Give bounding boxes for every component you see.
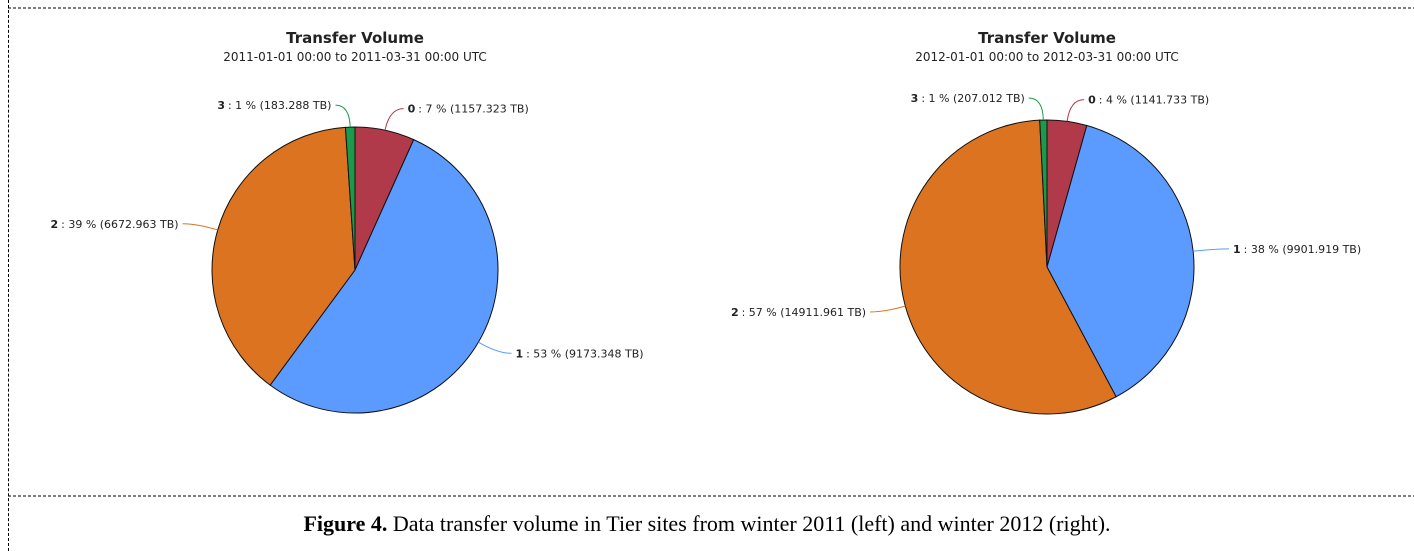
- leader-line: [182, 223, 218, 231]
- leader-line: [1193, 248, 1230, 252]
- chart-title: Transfer Volume: [286, 29, 424, 47]
- slice-name: 3: [217, 99, 225, 112]
- slice-value: : 4 % (1141.733 TB): [1099, 94, 1209, 107]
- slice-label: 1: 38 % (9901.919 TB): [1233, 243, 1361, 256]
- slice-name: 1: [1233, 243, 1241, 256]
- chart-subtitle: 2012-01-01 00:00 to 2012-03-31 00:00 UTC: [915, 50, 1179, 64]
- caption-label: Figure 4.: [303, 511, 388, 536]
- slice-value: : 53 % (9173.348 TB): [526, 347, 643, 360]
- slice-value: : 7 % (1157.323 TB): [418, 103, 528, 116]
- leader-line: [1066, 99, 1085, 122]
- slice-label: 3: 1 % (183.288 TB): [217, 99, 331, 112]
- slice-name: 2: [731, 306, 739, 319]
- leader-line: [1028, 97, 1044, 121]
- slice-value: : 38 % (9901.919 TB): [1244, 243, 1361, 256]
- slice-name: 1: [515, 347, 523, 360]
- caption: Figure 4. Data transfer volume in Tier s…: [0, 511, 1414, 537]
- slice-value: : 1 % (207.012 TB): [921, 92, 1024, 105]
- pie-slice: [1046, 124, 1195, 398]
- pie-slice: [269, 138, 499, 414]
- slice-value: : 57 % (14911.961 TB): [742, 306, 866, 319]
- pie-slice: [899, 119, 1117, 415]
- slice-label: 0: 4 % (1141.733 TB): [1088, 94, 1209, 107]
- caption-text: Data transfer volume in Tier sites from …: [392, 511, 1111, 536]
- leader-line: [335, 104, 351, 128]
- slice-value: : 1 % (183.288 TB): [228, 99, 331, 112]
- pie-slice: [344, 126, 356, 271]
- slice-label: 0: 7 % (1157.323 TB): [408, 103, 529, 116]
- leader-line: [384, 108, 404, 131]
- chart-title: Transfer Volume: [978, 29, 1116, 47]
- slice-label: 2: 57 % (14911.961 TB): [731, 306, 866, 319]
- slice-name: 0: [1088, 94, 1096, 107]
- frame: [8, 0, 1414, 551]
- slice-name: 3: [911, 92, 919, 105]
- slice-value: : 39 % (6672.963 TB): [61, 218, 178, 231]
- slice-name: 2: [50, 218, 58, 231]
- pie-slice: [1039, 119, 1048, 268]
- slice-name: 0: [408, 103, 416, 116]
- chart-subtitle: 2011-01-01 00:00 to 2011-03-31 00:00 UTC: [223, 50, 487, 64]
- slice-label: 3: 1 % (207.012 TB): [911, 92, 1025, 105]
- slice-label: 1: 53 % (9173.348 TB): [515, 347, 643, 360]
- slice-label: 2: 39 % (6672.963 TB): [50, 218, 178, 231]
- leader-line: [478, 341, 512, 354]
- figure: Transfer Volume 2011-01-01 00:00 to 2011-…: [8, 7, 1414, 497]
- leader-line: [870, 305, 906, 313]
